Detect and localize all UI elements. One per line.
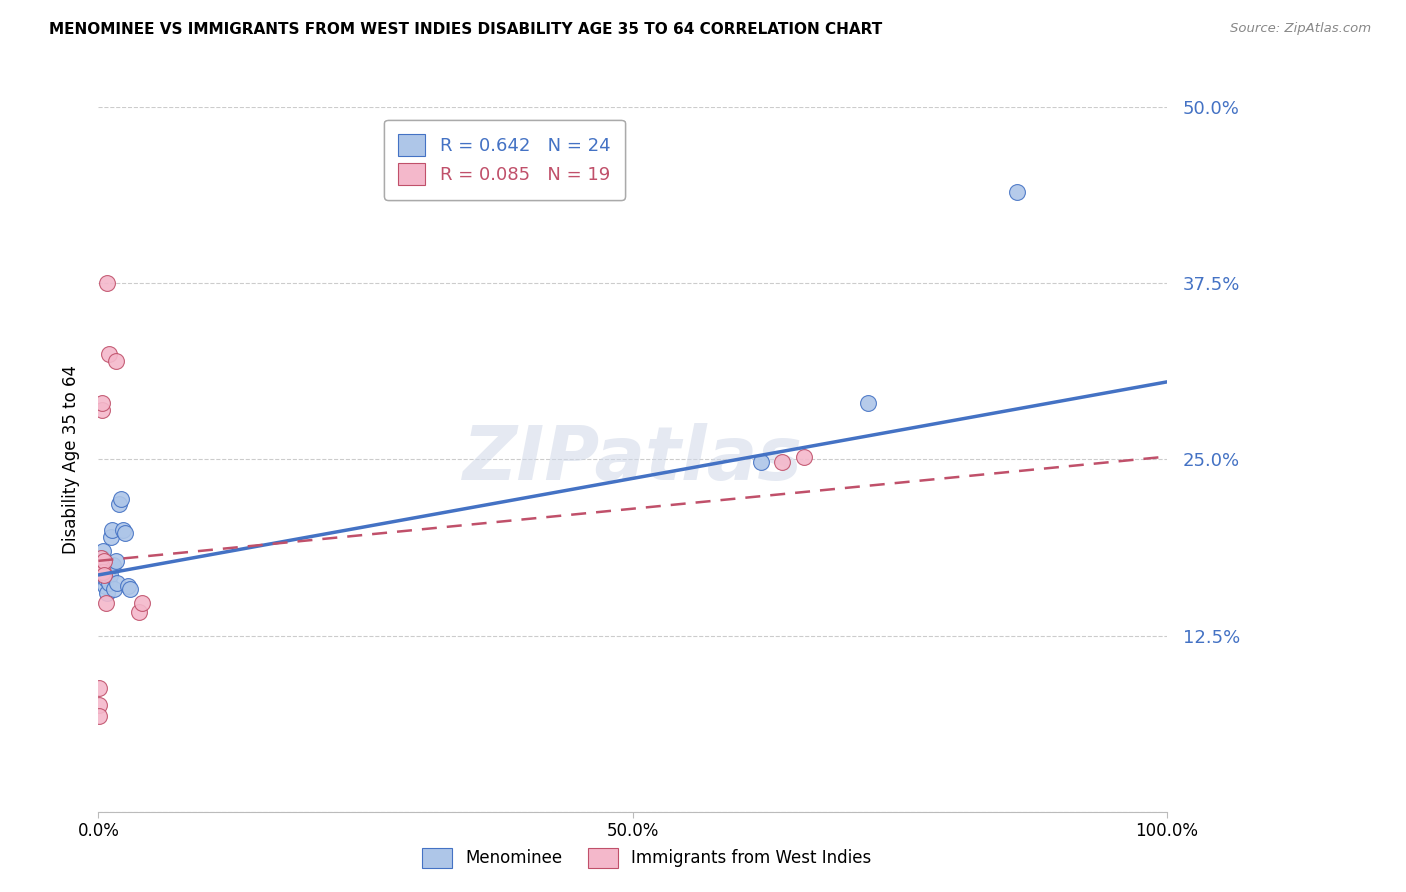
Point <box>100 530 122 544</box>
Point <box>89 709 111 723</box>
Point <box>770 455 793 469</box>
Point <box>93 554 115 568</box>
Point <box>103 558 125 573</box>
Legend: Menominee, Immigrants from West Indies: Menominee, Immigrants from West Indies <box>416 841 877 875</box>
Point <box>120 582 142 596</box>
Point <box>117 579 139 593</box>
Text: ZIPatlas: ZIPatlas <box>463 423 803 496</box>
Point <box>110 491 132 506</box>
Point <box>90 558 112 573</box>
Point <box>93 558 115 573</box>
Point <box>94 572 117 586</box>
Point <box>90 551 112 566</box>
Point <box>98 576 121 591</box>
Point <box>107 498 129 512</box>
Point <box>103 582 125 596</box>
Y-axis label: Disability Age 35 to 64: Disability Age 35 to 64 <box>62 365 80 554</box>
Point <box>131 596 153 610</box>
Point <box>94 579 117 593</box>
Point <box>90 396 112 410</box>
Point <box>91 544 114 558</box>
Point <box>101 523 124 537</box>
Point <box>89 698 111 712</box>
Point <box>104 554 127 568</box>
Point <box>97 565 120 579</box>
Point <box>90 403 112 417</box>
Point <box>96 277 118 291</box>
Legend: R = 0.642   N = 24, R = 0.085   N = 19: R = 0.642 N = 24, R = 0.085 N = 19 <box>384 120 626 200</box>
Point <box>104 353 127 368</box>
Point <box>90 551 112 566</box>
Point <box>128 605 150 619</box>
Point <box>90 565 112 579</box>
Text: Source: ZipAtlas.com: Source: ZipAtlas.com <box>1230 22 1371 36</box>
Point <box>856 396 879 410</box>
Point <box>1007 185 1029 199</box>
Point <box>94 596 117 610</box>
Text: MENOMINEE VS IMMIGRANTS FROM WEST INDIES DISABILITY AGE 35 TO 64 CORRELATION CHA: MENOMINEE VS IMMIGRANTS FROM WEST INDIES… <box>49 22 883 37</box>
Point <box>91 565 114 579</box>
Point <box>793 450 815 464</box>
Point <box>98 568 121 582</box>
Point <box>114 525 136 540</box>
Point <box>89 681 111 695</box>
Point <box>111 523 134 537</box>
Point <box>93 568 115 582</box>
Point <box>96 586 118 600</box>
Point <box>98 346 121 360</box>
Point <box>105 576 128 591</box>
Point <box>749 455 772 469</box>
